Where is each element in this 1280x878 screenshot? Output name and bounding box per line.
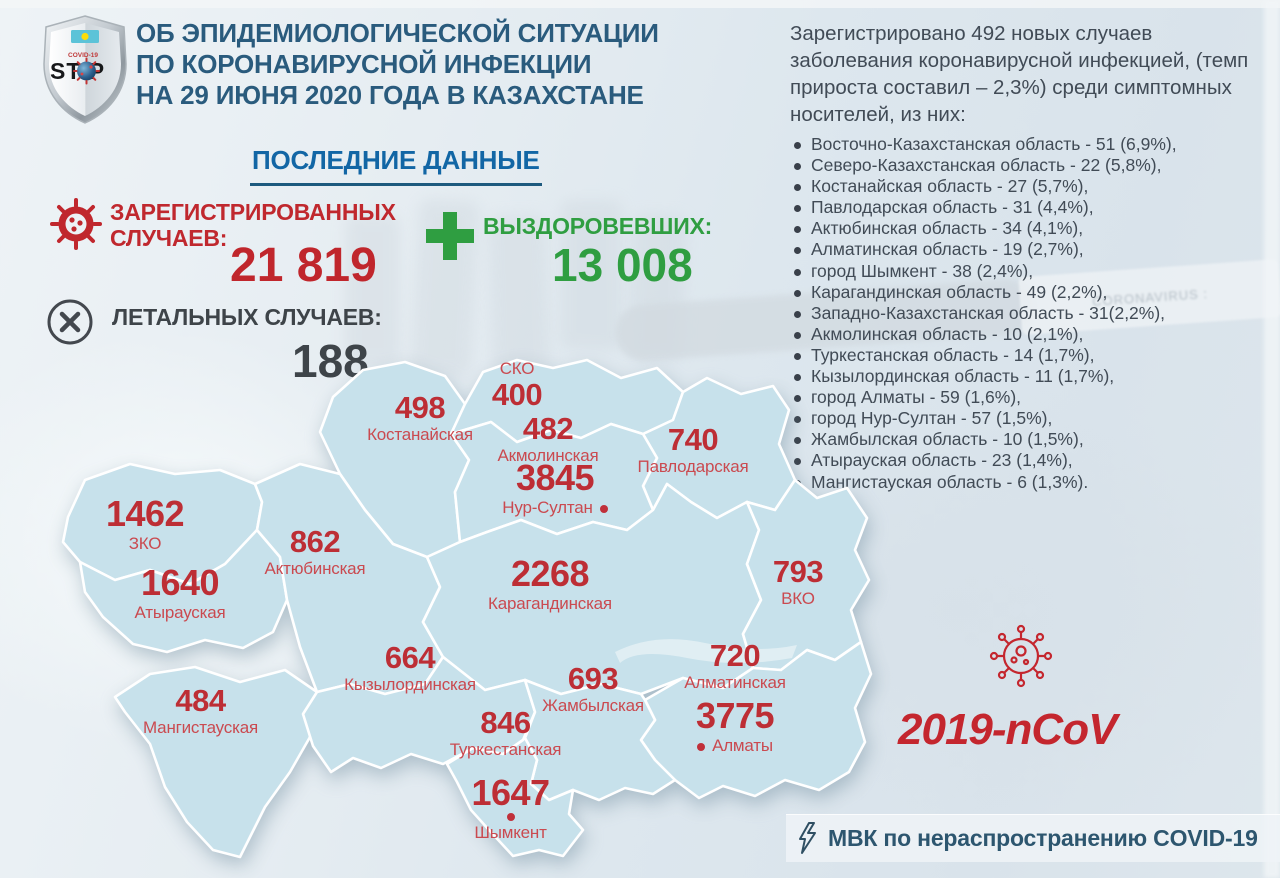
map-region-mangystau bbox=[113, 665, 319, 859]
list-item: Туркестанская область - 14 (1,7%), bbox=[794, 345, 1272, 366]
committee-label: МВК по нераспространению COVID-19 bbox=[828, 824, 1258, 851]
registered-cases-value: 21 819 bbox=[230, 239, 377, 292]
lethal-cases-label: ЛЕТАЛЬНЫХ СЛУЧАЕВ: bbox=[112, 304, 382, 330]
map-region-atyrau bbox=[78, 528, 289, 654]
map-region-turkestan bbox=[445, 736, 585, 858]
region-breakdown-list: Восточно-Казахстанская область - 51 (6,9… bbox=[794, 134, 1272, 493]
list-item: Северо-Казахстанская область - 22 (5,8%)… bbox=[794, 155, 1272, 176]
kazakhstan-map bbox=[61, 358, 873, 859]
list-item: Костанайская область - 27 (5,7%), bbox=[794, 176, 1272, 197]
covid-stop-shield-logo: COVID-19 ST P bbox=[38, 14, 132, 126]
list-item: Восточно-Казахстанская область - 51 (6,9… bbox=[794, 134, 1272, 155]
lightning-icon bbox=[799, 822, 816, 854]
recovered-value: 13 008 bbox=[552, 239, 693, 291]
logo-covid-text: COVID-19 bbox=[68, 52, 98, 59]
report-intro: Зарегистрировано 492 новых случаев забол… bbox=[790, 22, 1249, 126]
list-item: город Шымкент - 38 (2,4%), bbox=[794, 261, 1272, 282]
shield-icon: COVID-19 ST P bbox=[43, 15, 127, 124]
list-item: город Нур-Султан - 57 (1,5%), bbox=[794, 408, 1272, 429]
map-region-akmola bbox=[449, 420, 659, 544]
virus-icon bbox=[50, 198, 102, 250]
recovered-label: ВЫЗДОРОВЕВШИХ: bbox=[483, 213, 713, 239]
list-item: Жамбылская область - 10 (1,5%), bbox=[794, 429, 1272, 450]
committee-bar: МВК по нераспространению COVID-19 bbox=[786, 814, 1280, 862]
list-item: Акмолинская область - 10 (2,1%), bbox=[794, 324, 1272, 345]
test-tube-rack-shape bbox=[345, 215, 400, 365]
title-line-3: НА 29 ИЮНЯ 2020 ГОДА В КАЗАХСТАНЕ bbox=[136, 80, 644, 110]
list-item: город Алматы - 59 (1,6%), bbox=[794, 387, 1272, 408]
list-item: Западно-Казахстанская область - 31(2,2%)… bbox=[794, 303, 1272, 324]
page-title: ОБ ЭПИДЕМИОЛОГИЧЕСКОЙ СИТУАЦИИ ПО КОРОНА… bbox=[136, 18, 696, 111]
list-item: Атырауская область - 23 (1,4%), bbox=[794, 450, 1272, 471]
virus-outline-icon bbox=[989, 624, 1053, 688]
daily-report: Зарегистрировано 492 новых случаев забол… bbox=[790, 20, 1272, 493]
title-line-1: ОБ ЭПИДЕМИОЛОГИЧЕСКОЙ СИТУАЦИИ bbox=[136, 18, 659, 48]
plus-icon bbox=[426, 212, 474, 260]
list-item: Алматинская область - 19 (2,7%), bbox=[794, 239, 1272, 260]
list-item: Павлодарская область - 31 (4,4%), bbox=[794, 197, 1272, 218]
list-item: Кызылординская область - 11 (1,7%), bbox=[794, 366, 1272, 387]
latest-data-heading: ПОСЛЕДНИЕ ДАННЫЕ bbox=[250, 145, 542, 186]
background-top-strip bbox=[0, 0, 1280, 8]
lake-balkhash-shape bbox=[615, 639, 797, 663]
map-region-vko bbox=[741, 478, 871, 672]
list-item: Карагандинская область - 49 (2,2%), bbox=[794, 282, 1272, 303]
test-tube-rack-shape bbox=[560, 200, 622, 350]
lethal-cross-circle-icon bbox=[47, 299, 93, 345]
title-line-2: ПО КОРОНАВИРУСНОЙ ИНФЕКЦИИ bbox=[136, 49, 592, 79]
ncov-label: 2019-nCoV bbox=[898, 705, 1117, 754]
list-item: Актюбинская область - 34 (4,1%), bbox=[794, 218, 1272, 239]
registered-cases-label: ЗАРЕГИСТРИРОВАННЫХ СЛУЧАЕВ: bbox=[110, 199, 396, 251]
